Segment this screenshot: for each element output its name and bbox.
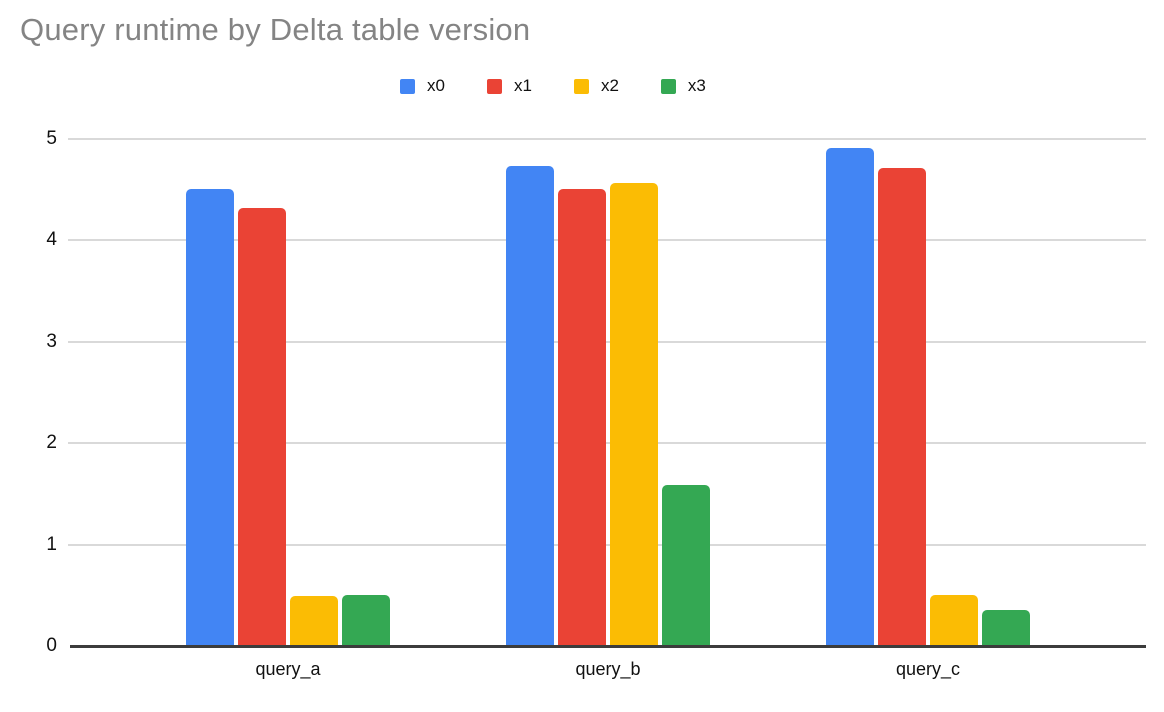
- bar-x1-query_b[interactable]: [558, 188, 606, 645]
- legend-swatch-x1: [486, 78, 502, 94]
- bar-x1-query_a[interactable]: [238, 207, 286, 645]
- chart-legend: x0 x1 x2 x3: [400, 76, 706, 96]
- legend-item-x0[interactable]: x0: [400, 76, 445, 96]
- chart-title: Query runtime by Delta table version: [20, 12, 531, 47]
- legend-item-x3[interactable]: x3: [660, 76, 706, 96]
- x-axis-label-query_b: query_b: [575, 659, 641, 679]
- legend-item-x2[interactable]: x2: [573, 76, 619, 96]
- gridline-y-1: [68, 543, 1146, 546]
- bar-x2-query_a[interactable]: [290, 596, 338, 645]
- y-axis-tick-label: 0: [46, 635, 57, 656]
- legend-swatch-x2: [573, 78, 589, 94]
- legend-item-x1[interactable]: x1: [486, 76, 532, 96]
- gridline-y-3: [68, 340, 1146, 343]
- y-axis-tick-label: 5: [46, 128, 57, 149]
- gridline-y-5: [68, 138, 1146, 140]
- x-axis-label-query_a: query_a: [255, 659, 321, 679]
- legend-swatch-x3: [660, 78, 676, 94]
- y-axis-tick-label: 2: [46, 432, 57, 454]
- bar-x2-query_c[interactable]: [930, 595, 978, 645]
- bar-x0-query_b[interactable]: [506, 166, 554, 645]
- bar-x1-query_c[interactable]: [878, 168, 926, 645]
- bar-x3-query_b[interactable]: [662, 484, 710, 645]
- bar-x0-query_a[interactable]: [186, 188, 234, 645]
- legend-label-x2: x2: [600, 76, 619, 95]
- y-axis-tick-label: 3: [46, 330, 57, 352]
- x-axis-label-query_c: query_c: [895, 659, 961, 679]
- bar-x3-query_a[interactable]: [342, 595, 390, 645]
- bar-x2-query_b[interactable]: [610, 182, 658, 645]
- legend-label-x1: x1: [513, 76, 532, 95]
- bar-x0-query_c[interactable]: [826, 148, 874, 645]
- gridline-y-4: [68, 239, 1146, 242]
- gridline-y-2: [68, 442, 1146, 445]
- legend-label-x0: x0: [427, 76, 445, 95]
- y-axis-tick-label: 1: [46, 533, 57, 555]
- y-axis-tick-label: 4: [46, 229, 57, 251]
- legend-swatch-x0: [400, 78, 415, 94]
- legend-label-x3: x3: [687, 76, 706, 95]
- bar-x3-query_c[interactable]: [982, 609, 1030, 645]
- x-axis-line: [70, 645, 1146, 648]
